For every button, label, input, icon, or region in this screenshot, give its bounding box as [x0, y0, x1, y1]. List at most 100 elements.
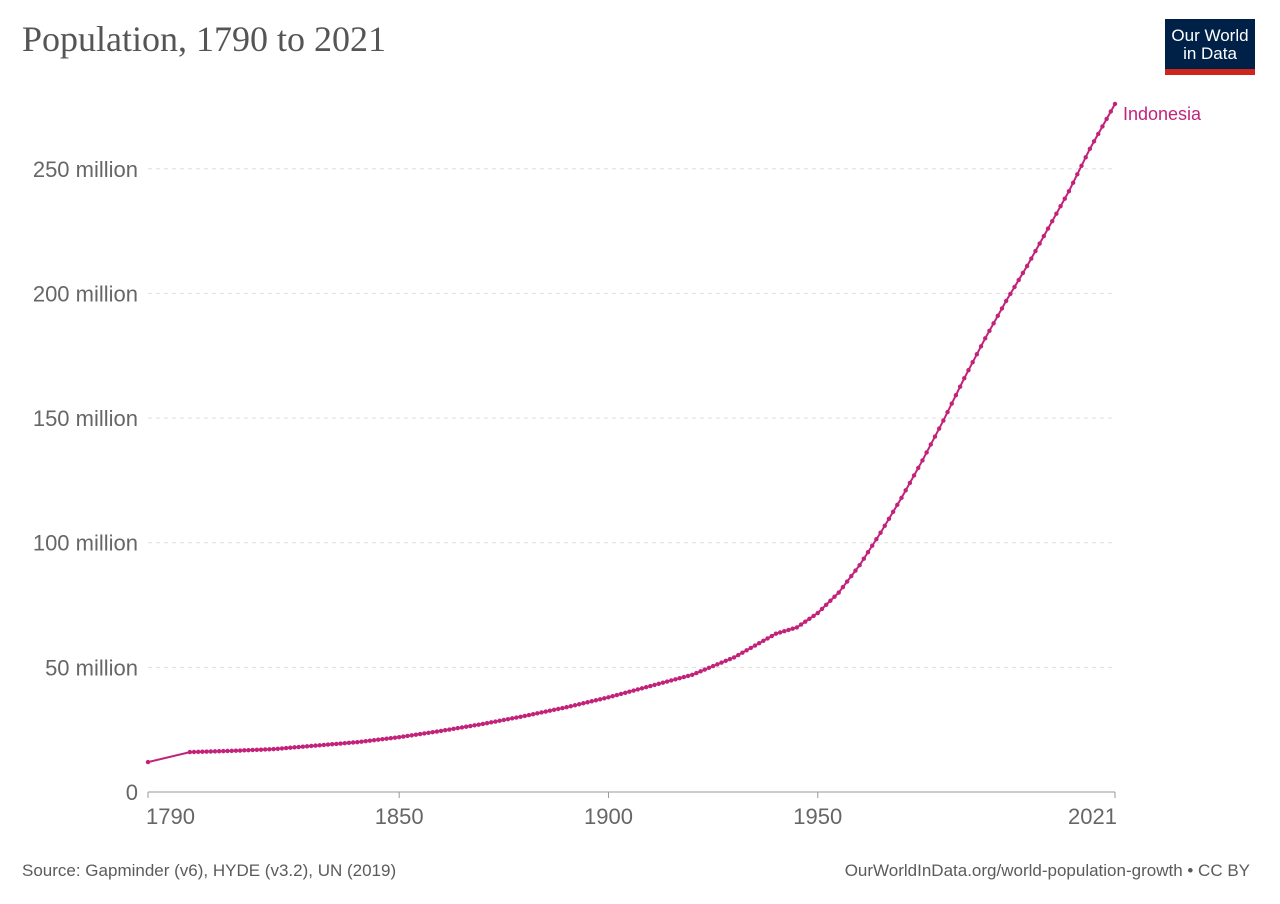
data-point — [447, 727, 452, 732]
data-point — [1012, 284, 1017, 290]
data-point — [279, 746, 285, 751]
data-point — [974, 352, 980, 357]
data-point — [1091, 139, 1097, 144]
data-point — [405, 733, 410, 739]
data-point — [564, 705, 569, 710]
data-point — [1016, 277, 1021, 283]
data-point — [242, 748, 247, 753]
data-point — [1033, 248, 1038, 254]
data-point — [685, 673, 691, 679]
data-point — [576, 702, 582, 707]
data-point — [283, 745, 289, 751]
data-point — [928, 442, 934, 447]
data-point — [300, 744, 306, 749]
data-point — [292, 745, 297, 750]
data-point — [581, 701, 586, 706]
data-point — [200, 749, 205, 754]
data-point — [313, 743, 318, 748]
data-point — [568, 704, 573, 709]
x-tick-label: 1790 — [146, 804, 195, 829]
data-point — [350, 740, 356, 745]
series-label-indonesia: Indonesia — [1123, 104, 1202, 124]
data-point — [518, 714, 523, 719]
data-point — [736, 652, 741, 658]
data-point — [1003, 298, 1009, 304]
data-point — [861, 556, 867, 561]
data-point — [237, 748, 243, 753]
data-point — [1066, 189, 1072, 194]
data-point — [1079, 163, 1084, 168]
data-point — [895, 502, 900, 508]
y-tick-label: 100 million — [33, 531, 138, 556]
data-point — [669, 678, 674, 683]
data-point — [493, 719, 498, 724]
data-point — [719, 660, 724, 665]
data-point — [221, 748, 226, 754]
data-point — [978, 344, 984, 349]
data-point — [819, 606, 825, 612]
data-point — [870, 543, 875, 548]
data-point — [756, 640, 762, 646]
data-point — [530, 712, 536, 717]
data-point — [463, 724, 469, 729]
data-point — [773, 631, 779, 636]
data-point — [995, 313, 1000, 319]
data-point — [317, 743, 322, 748]
data-point — [560, 705, 565, 711]
data-point — [388, 735, 393, 741]
data-point — [1054, 211, 1059, 216]
data-point — [639, 686, 645, 691]
data-point — [191, 749, 197, 755]
credit-link[interactable]: OurWorldInData.org/world-population-grow… — [844, 861, 1250, 880]
data-point — [794, 625, 800, 630]
x-tick-label: 1850 — [375, 804, 424, 829]
data-point — [501, 717, 507, 723]
data-point — [844, 579, 850, 584]
data-point — [786, 627, 791, 633]
data-point — [288, 745, 293, 750]
data-point — [1041, 233, 1047, 239]
data-point — [677, 676, 682, 681]
data-point — [539, 710, 544, 715]
data-point — [623, 690, 628, 695]
data-point — [367, 738, 373, 743]
data-point — [932, 434, 938, 439]
data-point — [602, 696, 607, 701]
data-point — [267, 747, 272, 752]
data-point — [480, 721, 486, 727]
data-point — [346, 740, 352, 746]
data-point — [384, 736, 389, 741]
data-point — [836, 590, 841, 595]
data-point — [723, 658, 728, 664]
data-point — [953, 392, 959, 398]
data-point — [924, 450, 929, 455]
data-point — [489, 720, 494, 725]
data-point — [798, 622, 804, 627]
data-point — [212, 749, 218, 754]
data-point — [472, 723, 477, 728]
data-point — [1083, 155, 1088, 160]
data-point — [890, 509, 896, 514]
data-point — [1020, 270, 1026, 276]
data-point — [744, 648, 749, 653]
data-point — [1112, 101, 1118, 107]
data-point — [832, 594, 837, 599]
logo-line-1: Our World — [1171, 26, 1249, 45]
y-tick-label: 200 million — [33, 281, 138, 306]
y-tick-label: 50 million — [45, 655, 138, 680]
logo-accent-bar — [1165, 69, 1255, 75]
data-point — [656, 681, 661, 687]
data-point — [740, 650, 745, 655]
data-point — [204, 749, 209, 754]
data-point — [1008, 291, 1013, 297]
data-point — [631, 688, 636, 693]
data-point — [597, 697, 603, 702]
data-point — [396, 734, 402, 740]
data-point — [865, 549, 871, 555]
data-point — [371, 737, 377, 743]
data-point — [991, 321, 996, 326]
owid-logo[interactable]: Our World in Data — [1165, 19, 1255, 75]
data-point — [417, 731, 423, 737]
data-point — [920, 458, 925, 463]
